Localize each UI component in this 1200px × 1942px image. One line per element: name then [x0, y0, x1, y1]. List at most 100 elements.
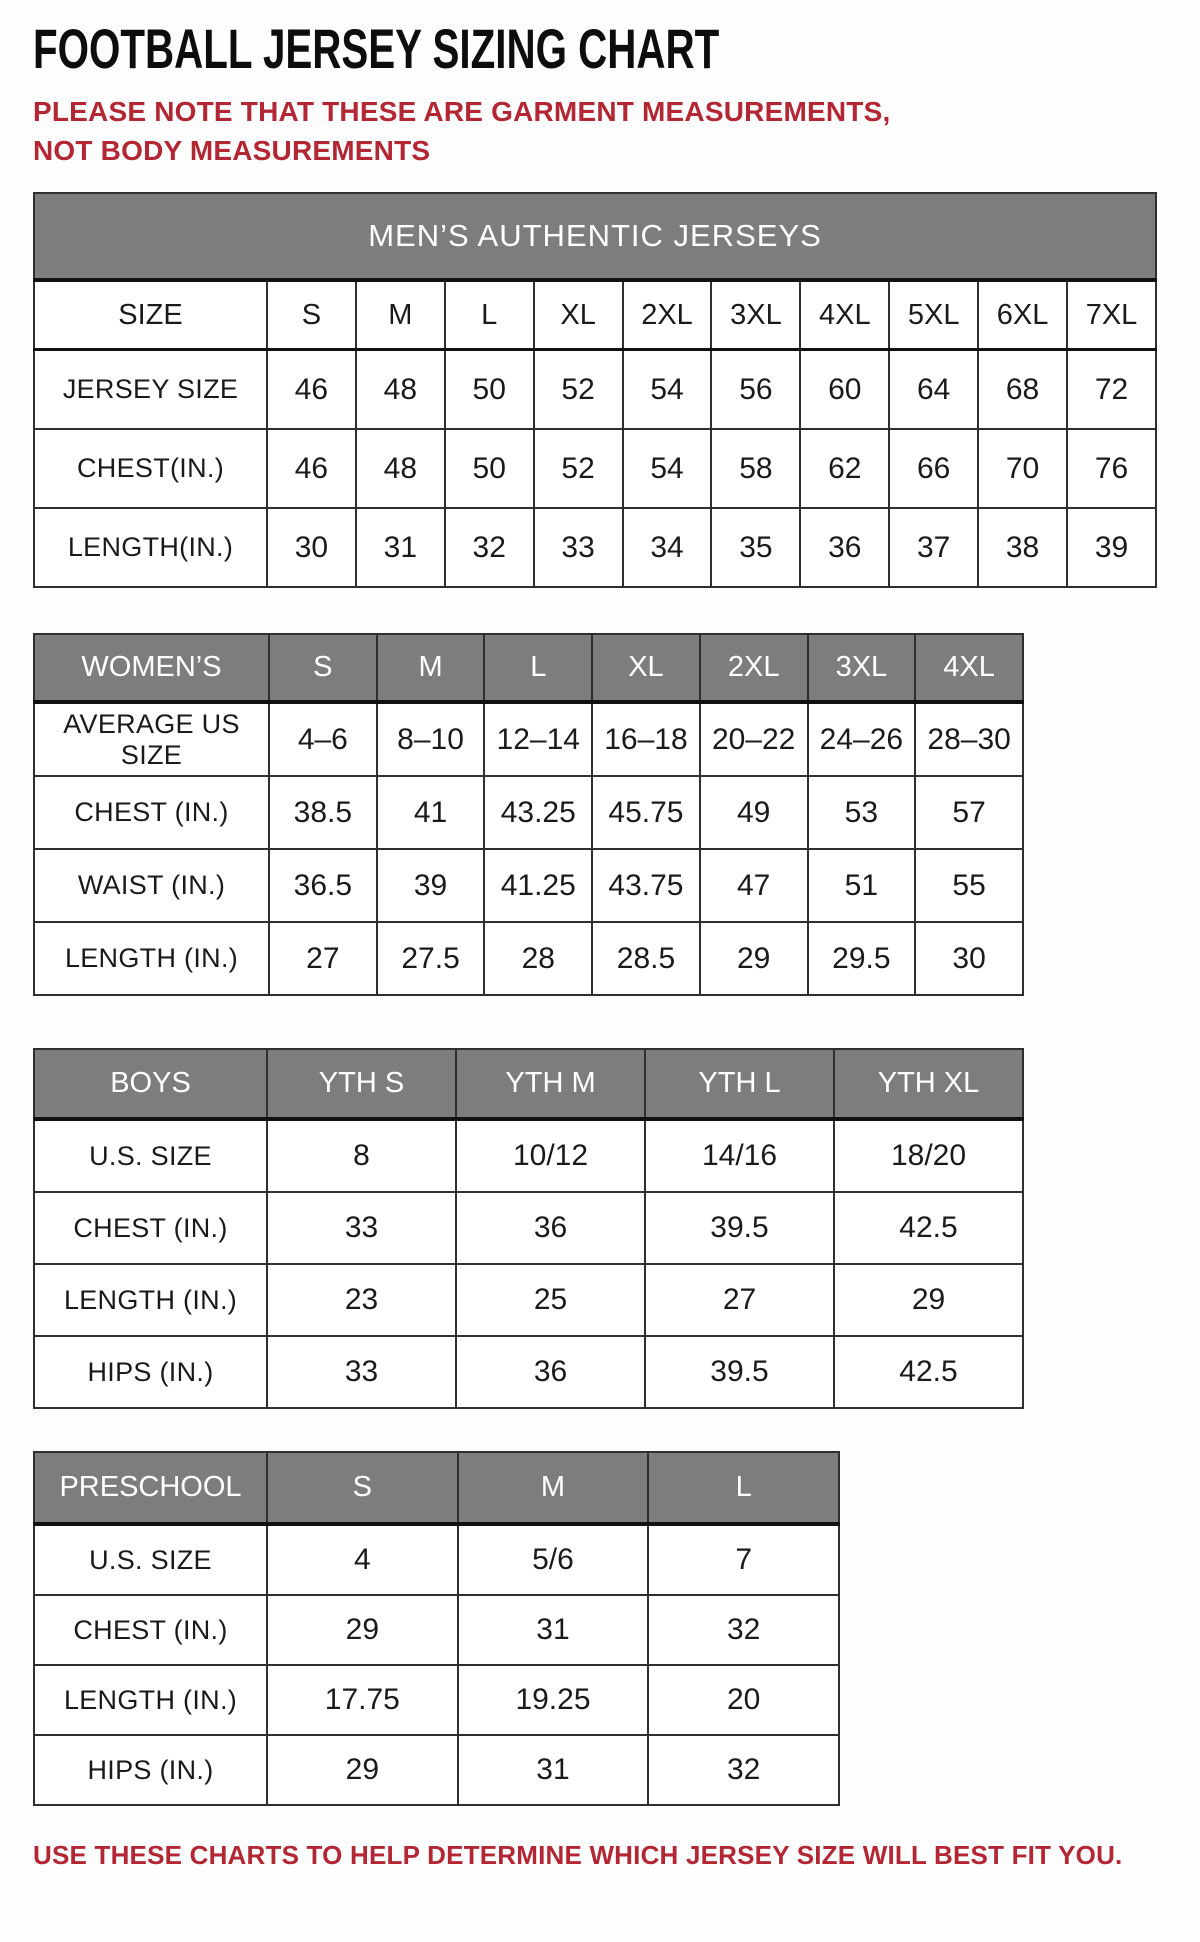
- size-value: 43.25: [483, 775, 594, 850]
- table-row: HIPS (IN.) 29 31 32: [33, 1734, 840, 1806]
- column-header: XL: [532, 279, 624, 351]
- table-preschool: PRESCHOOL S M L U.S. SIZE 4 5/6 7 CHEST (IN.) 29 3…: [33, 1451, 840, 1806]
- size-value: 31: [456, 1734, 650, 1806]
- size-value: 38: [977, 507, 1069, 588]
- table-row: CHEST (IN.) 29 31 32: [33, 1594, 840, 1666]
- size-value: 27: [644, 1263, 835, 1337]
- row-label: WAIST (IN.): [33, 848, 270, 923]
- size-value: 49: [698, 775, 809, 850]
- table-row: CHEST (IN.) 33 36 39.5 42.5: [33, 1191, 1024, 1265]
- footer-note: USE THESE CHARTS TO HELP DETERMINE WHICH…: [33, 1840, 1123, 1870]
- size-value: 18/20: [833, 1118, 1024, 1193]
- size-value: 36: [455, 1335, 646, 1409]
- size-value: 39.5: [644, 1335, 835, 1409]
- column-header: S: [268, 633, 378, 704]
- row-label: AVERAGE US SIZE: [33, 701, 270, 777]
- table-row: CHEST (IN.) 38.5 41 43.25 45.75 49 53 57: [33, 775, 1024, 850]
- row-label: U.S. SIZE: [33, 1523, 268, 1596]
- size-value: 28.5: [591, 921, 701, 996]
- size-value: 4: [266, 1523, 459, 1596]
- column-header: 6XL: [977, 279, 1069, 351]
- size-value: 32: [647, 1594, 840, 1666]
- table-row: LENGTH (IN.) 17.75 19.25 20: [33, 1664, 840, 1736]
- size-value: 50: [443, 428, 535, 509]
- size-value: 33: [532, 507, 624, 588]
- size-value: 29: [266, 1734, 459, 1806]
- row-label: LENGTH (IN.): [33, 1263, 268, 1337]
- size-value: 32: [647, 1734, 840, 1806]
- row-label: U.S. SIZE: [33, 1118, 268, 1193]
- size-value: 52: [532, 348, 624, 430]
- size-value: 16–18: [591, 701, 701, 777]
- size-value: 52: [532, 428, 624, 509]
- column-header: YTH M: [455, 1048, 646, 1121]
- row-label: JERSEY SIZE: [33, 348, 268, 430]
- size-value: 8: [266, 1118, 457, 1193]
- size-value: 28–30: [914, 701, 1024, 777]
- size-value: 46: [266, 428, 357, 509]
- size-value: 46: [266, 348, 357, 430]
- column-header: M: [375, 633, 486, 704]
- size-value: 29: [698, 921, 809, 996]
- size-tables: MEN’S AUTHENTIC JERSEYS SIZE S M L XL 2XL 3XL 4X…: [33, 192, 1200, 1806]
- size-value: 70: [977, 428, 1069, 509]
- size-value: 36: [799, 507, 891, 588]
- size-value: 33: [266, 1335, 457, 1409]
- size-value: 39.5: [644, 1191, 835, 1265]
- row-label: HIPS (IN.): [33, 1335, 268, 1409]
- size-value: 54: [621, 428, 713, 509]
- header-label-womens: WOMEN’S: [33, 633, 270, 704]
- size-value: 76: [1066, 428, 1157, 509]
- size-value: 55: [914, 848, 1024, 923]
- table-banner-mens: MEN’S AUTHENTIC JERSEYS: [33, 192, 1157, 282]
- row-label: CHEST (IN.): [33, 775, 270, 850]
- size-value: 39: [1066, 507, 1157, 588]
- size-value: 19.25: [456, 1664, 650, 1736]
- size-value: 30: [266, 507, 357, 588]
- row-label: LENGTH (IN.): [33, 1664, 268, 1736]
- size-value: 12–14: [483, 701, 594, 777]
- header-label-mens: SIZE: [33, 279, 268, 351]
- table-row: HIPS (IN.) 33 36 39.5 42.5: [33, 1335, 1024, 1409]
- size-value: 28: [483, 921, 594, 996]
- size-value: 29: [833, 1263, 1024, 1337]
- size-value: 27: [268, 921, 378, 996]
- column-header: 2XL: [621, 279, 713, 351]
- size-value: 56: [710, 348, 802, 430]
- row-label: LENGTH(IN.): [33, 507, 268, 588]
- size-value: 10/12: [455, 1118, 646, 1193]
- size-value: 25: [455, 1263, 646, 1337]
- sizing-chart-page: FOOTBALL JERSEY SIZING CHART PLEASE NOTE…: [33, 17, 1200, 1870]
- column-header: 2XL: [698, 633, 809, 704]
- size-value: 48: [354, 428, 446, 509]
- size-value: 54: [621, 348, 713, 430]
- column-header: M: [354, 279, 446, 351]
- size-value: 72: [1066, 348, 1157, 430]
- size-value: 41.25: [483, 848, 594, 923]
- row-label: HIPS (IN.): [33, 1734, 268, 1806]
- table-row: U.S. SIZE 4 5/6 7: [33, 1523, 840, 1596]
- size-value: 35: [710, 507, 802, 588]
- size-value: 33: [266, 1191, 457, 1265]
- column-header: S: [266, 1451, 459, 1526]
- size-value: 14/16: [644, 1118, 835, 1193]
- size-value: 43.75: [591, 848, 701, 923]
- size-value: 36: [455, 1191, 646, 1265]
- size-value: 31: [456, 1594, 650, 1666]
- size-value: 53: [806, 775, 917, 850]
- column-header: XL: [591, 633, 701, 704]
- size-value: 58: [710, 428, 802, 509]
- size-value: 32: [443, 507, 535, 588]
- size-value: 24–26: [806, 701, 917, 777]
- table-row: JERSEY SIZE 46 48 50 52 54 56 60 64 68 72: [33, 348, 1157, 430]
- size-value: 36.5: [268, 848, 378, 923]
- column-header: 3XL: [806, 633, 917, 704]
- column-header: 7XL: [1066, 279, 1157, 351]
- table-row: U.S. SIZE 8 10/12 14/16 18/20: [33, 1118, 1024, 1193]
- size-value: 20: [647, 1664, 840, 1736]
- size-value: 8–10: [375, 701, 486, 777]
- table-boys: BOYS YTH S YTH M YTH L YTH XL U.S. SIZE 8 10/12…: [33, 1048, 1024, 1409]
- column-header: YTH XL: [833, 1048, 1024, 1121]
- page-title: FOOTBALL JERSEY SIZING CHART: [33, 17, 720, 80]
- size-value: 66: [888, 428, 980, 509]
